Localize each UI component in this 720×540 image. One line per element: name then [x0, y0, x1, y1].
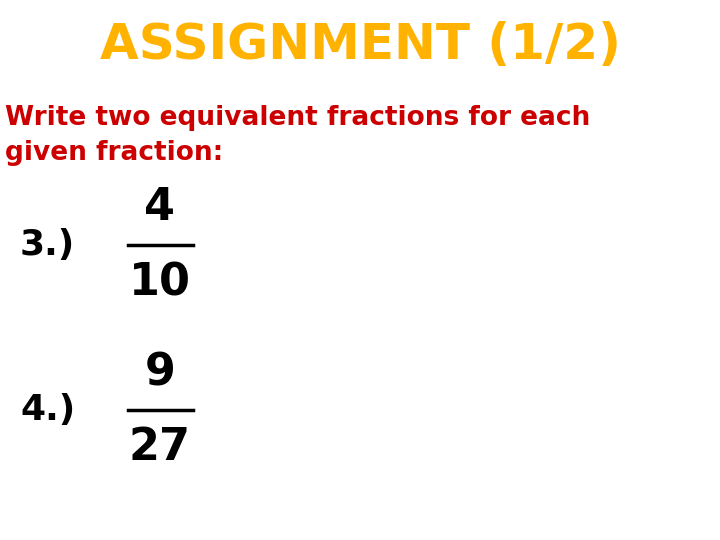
Text: 10: 10: [129, 261, 191, 304]
Text: 4: 4: [145, 186, 176, 229]
Text: ASSIGNMENT (1/2): ASSIGNMENT (1/2): [99, 21, 621, 69]
Text: Write two equivalent fractions for each: Write two equivalent fractions for each: [5, 105, 590, 131]
Text: given fraction:: given fraction:: [5, 140, 223, 166]
Text: 3.): 3.): [20, 228, 76, 262]
Text: 4.): 4.): [20, 393, 76, 427]
Text: 9: 9: [145, 351, 176, 394]
Text: 27: 27: [129, 426, 191, 469]
